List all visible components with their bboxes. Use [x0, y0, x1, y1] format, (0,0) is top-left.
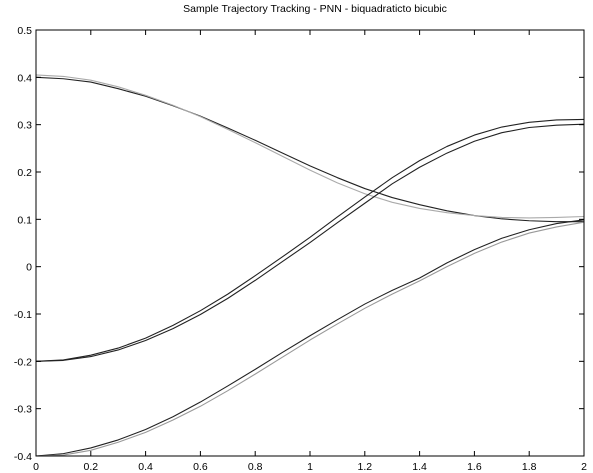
x-tick-label: 0.4	[138, 461, 153, 473]
y-tick-label: -0.3	[14, 404, 32, 416]
series-layer	[35, 74, 585, 457]
x-tick-label: 0.2	[83, 461, 98, 473]
x-tick-label: 1.8	[522, 461, 537, 473]
y-tick-label: 0	[26, 262, 32, 274]
x-tick-label: 0.6	[193, 461, 208, 473]
series-line-4	[35, 123, 585, 362]
series-line-2	[35, 74, 585, 219]
y-tick-label: 0.2	[17, 167, 32, 179]
x-tick-label: 1.6	[467, 461, 482, 473]
y-tick-label: 0.4	[17, 72, 32, 84]
tick-layer: 0 0.2 0.4 0.6 0.8 1 1.2 1.4 1.6 1.8 2 -0.4 -0.3 -0.2 -…	[14, 25, 587, 473]
y-tick-label: 0.3	[17, 120, 32, 132]
axes-layer	[35, 29, 585, 457]
series-line-1	[35, 76, 584, 223]
series-line-5	[35, 219, 585, 457]
chart-title: Sample Trajectory Tracking - PNN - biqua…	[183, 3, 447, 15]
y-tick-label: -0.2	[14, 356, 32, 368]
x-tick-label: 1.2	[357, 461, 372, 473]
series-line-3	[35, 118, 585, 362]
series-line-6	[35, 221, 585, 457]
x-tick-label: 1	[307, 461, 313, 473]
y-tick-label: -0.1	[14, 309, 32, 321]
y-tick-label: -0.4	[14, 451, 32, 463]
x-tick-label: 0	[33, 461, 39, 473]
x-tick-label: 2	[581, 461, 587, 473]
y-tick-label: 0.5	[17, 25, 32, 37]
y-tick-label: 0.1	[17, 214, 32, 226]
x-tick-label: 0.8	[248, 461, 263, 473]
x-tick-label: 1.4	[412, 461, 427, 473]
